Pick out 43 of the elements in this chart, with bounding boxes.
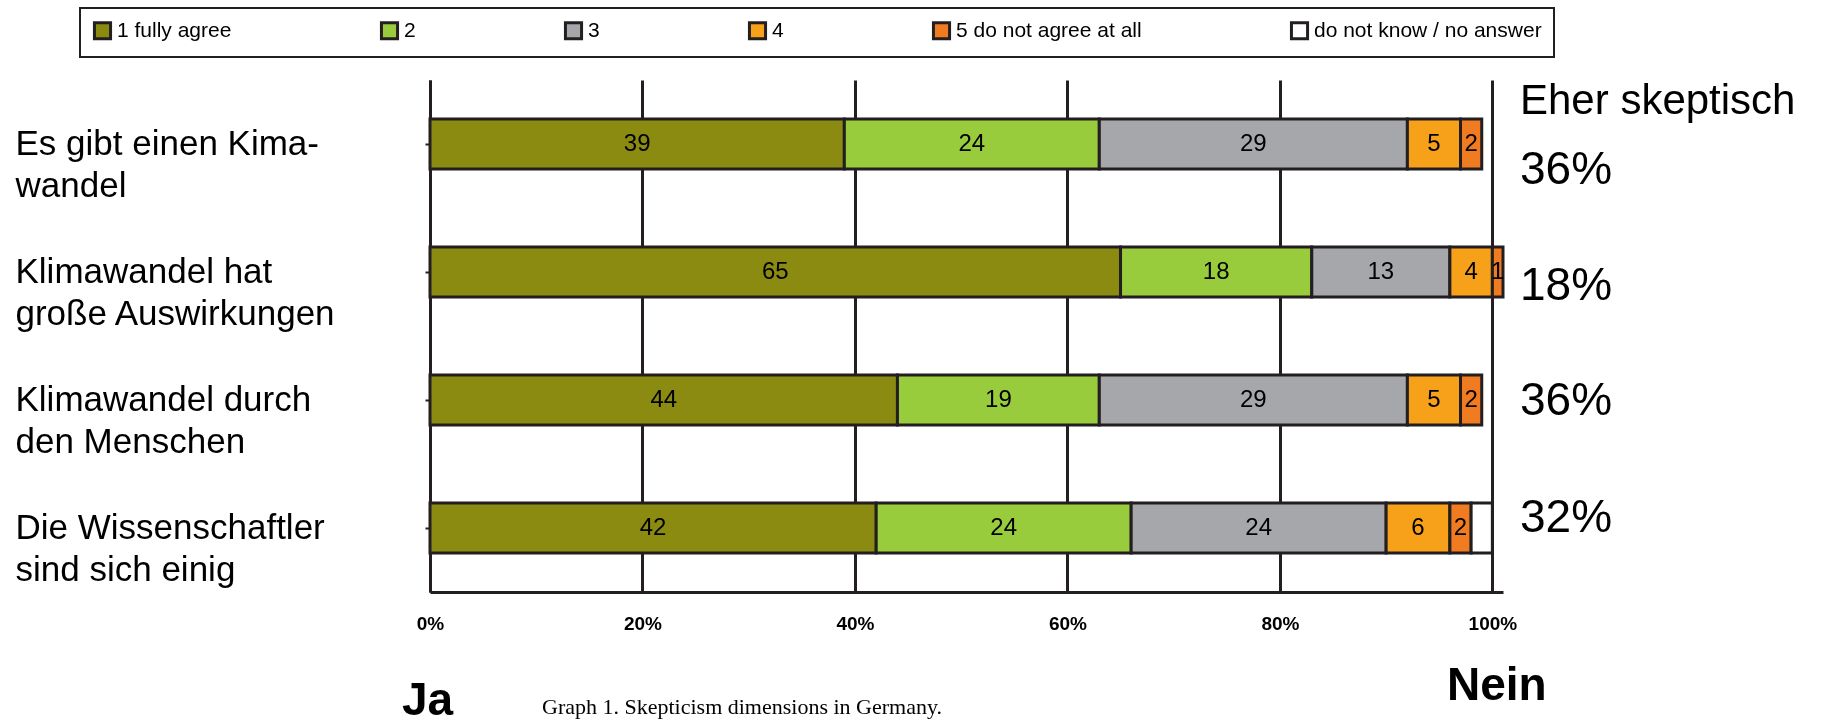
x-tick-label: 20% (623, 612, 663, 634)
y-tick-label: Klimawandel hat große Auswirkungen (15, 251, 335, 332)
data-label: 39 (623, 129, 651, 156)
x-tick-label: 60% (1048, 612, 1088, 634)
data-label: 42 (639, 513, 667, 540)
data-label: 18 (1202, 257, 1230, 284)
legend-label: 4 (772, 17, 784, 41)
legend-label: 3 (588, 17, 600, 41)
text: 32% (1520, 489, 1613, 543)
x-tick-label: 80% (1261, 612, 1300, 634)
data-label: 19 (985, 385, 1012, 412)
data-label: 24 (990, 513, 1018, 540)
data-label: 44 (650, 385, 678, 412)
data-label: 24 (958, 129, 986, 156)
y-tick-label: Klimawandel durch den Menschen (15, 379, 312, 460)
text: 36% (1520, 372, 1613, 426)
x-tick-label: 100% (1468, 612, 1518, 634)
x-tick-label: 0% (416, 612, 445, 634)
data-label: 29 (1239, 385, 1267, 412)
text: Eher skeptisch (1520, 76, 1796, 124)
legend-label: 5 do not agree at all (956, 17, 1142, 41)
data-label: 5 (1427, 385, 1441, 412)
legend-label: do not know / no answer (1314, 17, 1542, 41)
data-label: 65 (761, 257, 789, 284)
data-label: 13 (1367, 257, 1395, 284)
caption: Graph 1. Skepticism dimensions in Germany. (542, 694, 943, 720)
data-label: 4 (1464, 257, 1478, 284)
text: Nein (1447, 657, 1547, 711)
y-tick-label: Die Wissenschaftler sind sich einig (15, 507, 326, 588)
data-label: 6 (1411, 513, 1425, 540)
data-label: 5 (1427, 129, 1441, 156)
y-tick-label: Es gibt einen Kima- wandel (14, 123, 319, 204)
data-label: 2 (1464, 129, 1478, 156)
text: Ja (402, 672, 454, 724)
data-label: 29 (1239, 129, 1267, 156)
text: 18% (1520, 257, 1613, 311)
legend-label: 2 (404, 17, 416, 41)
data-label: 24 (1245, 513, 1273, 540)
x-tick-label: 40% (836, 612, 875, 634)
data-label: 2 (1464, 385, 1478, 412)
text: 36% (1520, 141, 1613, 195)
legend-label: 1 fully agree (117, 17, 232, 41)
data-label: 2 (1453, 513, 1468, 540)
